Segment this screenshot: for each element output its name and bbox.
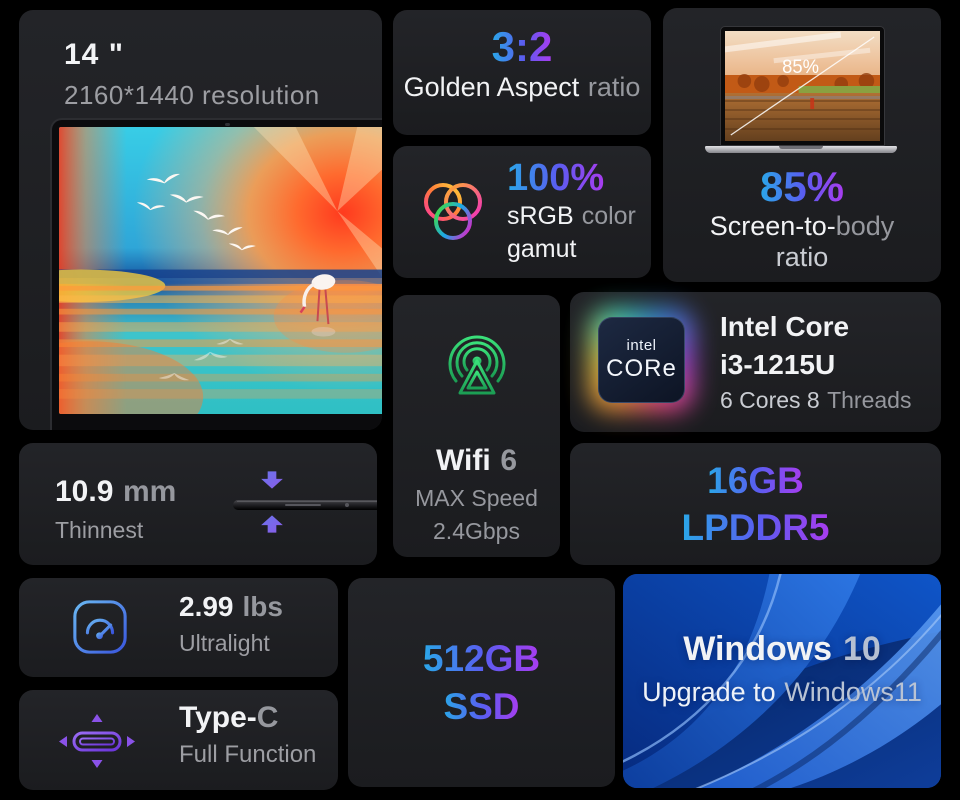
weight-label: Ultralight xyxy=(179,630,270,656)
windows-card: Windows 10 Upgrade to Windows11 xyxy=(623,574,941,788)
aspect-label-main: Golden Aspect xyxy=(403,72,580,103)
resolution-label: 2160*1440 resolution xyxy=(64,80,320,110)
srgb-label-line2: gamut xyxy=(507,234,577,263)
ram-card: 16GB LPDDR5 xyxy=(570,443,941,565)
core-logo-text: CORe xyxy=(606,355,677,382)
windows-subtitle-main: Upgrade to xyxy=(642,677,776,707)
thin-laptop-side-image xyxy=(233,500,377,510)
weight-value: 2.99 xyxy=(179,591,234,622)
arrow-down-icon xyxy=(261,471,283,489)
typec-card: Type-C Full Function xyxy=(19,690,338,790)
srgb-label-muted: color xyxy=(581,202,636,231)
diagonal-measure-line xyxy=(729,36,875,136)
side-port xyxy=(345,503,349,507)
side-vent xyxy=(285,504,321,506)
srgb-value: 100% xyxy=(507,156,605,199)
wifi-version: 6 xyxy=(500,444,517,477)
weight-card: 2.99 lbs Ultralight xyxy=(19,578,338,677)
thickness-unit: mm xyxy=(122,475,177,508)
typec-name-muted: C xyxy=(256,701,279,734)
display-card: 14 " 2160*1440 resolution xyxy=(19,10,382,430)
cpu-name-line2: i3-1215U xyxy=(720,348,836,380)
mini-laptop-bezel: 85% xyxy=(719,26,885,146)
laptop-display-image xyxy=(50,118,382,430)
ssd-type: SSD xyxy=(443,683,519,730)
aspect-ratio-value: 3:2 xyxy=(491,23,553,70)
typec-label: Full Function xyxy=(179,741,317,768)
cpu-cores-muted: Threads xyxy=(827,387,912,414)
screen-ratio-laptop-image: 85% xyxy=(705,26,897,153)
screen-overlay-percent: 85% xyxy=(782,56,819,77)
ssd-size: 512GB xyxy=(423,635,540,682)
screen-body-label-line2: ratio xyxy=(775,242,829,273)
wifi-name: Wifi xyxy=(436,444,491,477)
windows-subtitle-muted: Windows11 xyxy=(784,677,922,707)
cpu-card: intel CORe Intel Core i3-1215U 6 Cores 8… xyxy=(570,292,941,432)
screen-body-label-muted: body xyxy=(835,211,895,242)
usb-c-icon xyxy=(59,714,135,768)
webcam-dot xyxy=(225,123,230,126)
windows-title-main: Windows xyxy=(683,630,833,668)
screen-body-value: 85% xyxy=(759,163,845,210)
mini-laptop-base xyxy=(705,146,897,153)
screen-size-value: 14 " xyxy=(64,38,124,71)
standing-flamingo xyxy=(299,274,336,337)
thickness-value: 10.9 xyxy=(55,475,114,508)
arrow-up-icon xyxy=(261,515,283,533)
autumn-lake-wallpaper: 85% xyxy=(724,31,880,141)
intel-logo-text: intel xyxy=(626,337,657,354)
rgb-gamut-icon xyxy=(424,183,482,240)
wifi-speed-line1: MAX Speed xyxy=(415,485,538,511)
wifi-antenna-icon xyxy=(448,335,505,395)
aspect-ratio-card: 3:2 Golden Aspect ratio xyxy=(393,10,651,135)
laptop-screen-image xyxy=(59,127,382,414)
srgb-gamut-card: 100% sRGB color gamut xyxy=(393,146,651,278)
srgb-label-main: sRGB xyxy=(507,202,574,231)
thickness-label: Thinnest xyxy=(55,517,144,543)
thickness-card: 10.9 mm Thinnest xyxy=(19,443,377,565)
aspect-label-muted: ratio xyxy=(587,72,641,103)
wifi-speed-line2: 2.4Gbps xyxy=(433,518,520,545)
cpu-name-line1: Intel Core xyxy=(720,311,850,342)
weight-unit: lbs xyxy=(242,591,283,622)
ram-type: LPDDR5 xyxy=(681,504,829,551)
screen-body-label-main: Screen-to- xyxy=(709,211,836,242)
windows-bloom-background xyxy=(623,574,941,788)
intel-core-badge: intel CORe xyxy=(589,308,694,412)
ssd-card: 512GB SSD xyxy=(348,578,615,787)
typec-name-main: Type- xyxy=(179,701,257,734)
windows-title-muted: 10 xyxy=(842,630,881,668)
ram-size: 16GB xyxy=(707,457,804,504)
cpu-cores-main: 6 Cores 8 xyxy=(720,387,820,414)
speedometer-icon xyxy=(73,600,127,654)
wifi-card: Wifi 6 MAX Speed 2.4Gbps xyxy=(393,295,560,557)
sunset-flamingo-wallpaper xyxy=(59,127,382,414)
screen-to-body-card: 85% 85% Screen-to-body ratio xyxy=(663,8,941,282)
